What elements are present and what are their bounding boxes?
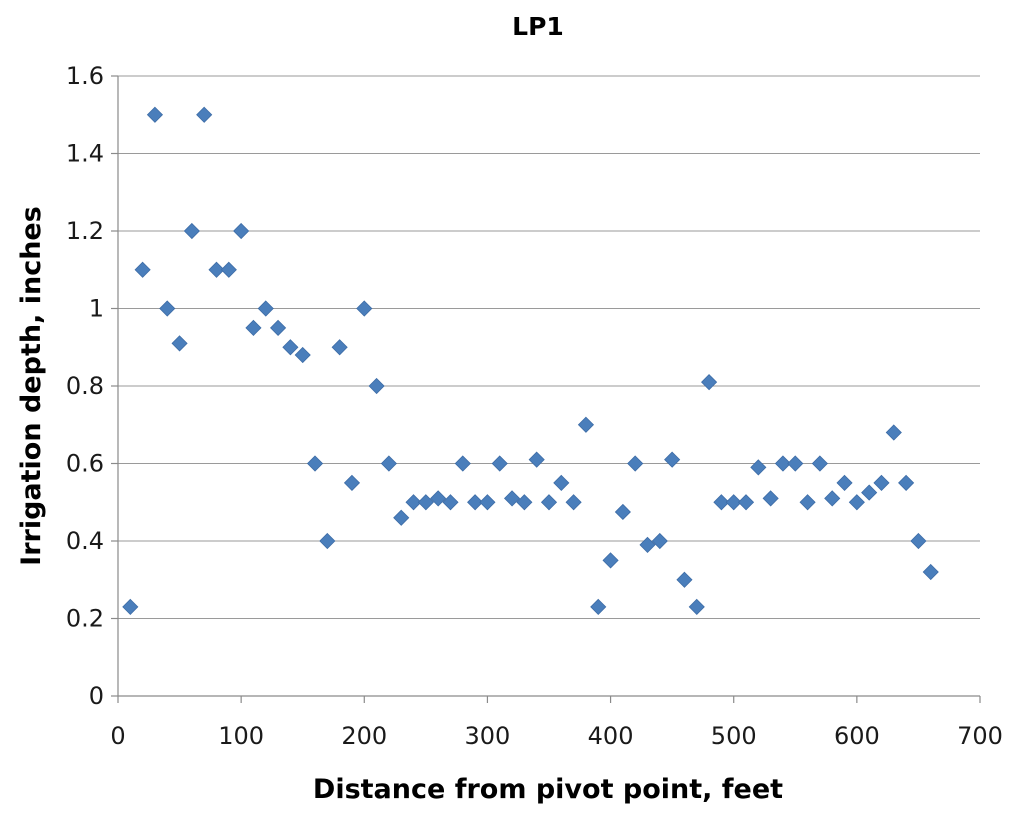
data-point bbox=[614, 503, 631, 521]
y-tick-label: 1.4 bbox=[66, 140, 104, 168]
x-axis-title: Distance from pivot point, feet bbox=[313, 774, 783, 805]
y-tick-label: 0.8 bbox=[66, 372, 104, 400]
data-point bbox=[380, 455, 397, 472]
data-point bbox=[676, 571, 693, 588]
y-tick-label: 0.6 bbox=[66, 450, 104, 478]
data-point bbox=[799, 494, 816, 511]
data-point bbox=[750, 459, 767, 476]
x-tick-label: 300 bbox=[465, 722, 511, 750]
data-point bbox=[922, 563, 939, 581]
y-axis-title: Irrigation depth, inches bbox=[16, 206, 47, 566]
y-tick-label: 0.4 bbox=[66, 527, 104, 555]
y-tick-label: 1 bbox=[89, 295, 104, 323]
data-points bbox=[122, 106, 939, 615]
y-tick-label: 0.2 bbox=[66, 605, 104, 633]
y-tick-label: 1.2 bbox=[66, 217, 104, 245]
data-point bbox=[294, 346, 311, 364]
data-point bbox=[503, 490, 521, 507]
data-point bbox=[208, 261, 225, 278]
data-point bbox=[516, 494, 533, 511]
data-point bbox=[319, 532, 336, 550]
data-point bbox=[282, 339, 299, 356]
axes bbox=[111, 75, 981, 703]
data-point bbox=[257, 300, 274, 317]
data-point bbox=[454, 455, 471, 472]
data-point bbox=[430, 490, 447, 507]
data-point bbox=[356, 300, 373, 317]
data-point bbox=[577, 416, 595, 433]
y-tick-label: 0 bbox=[89, 682, 104, 710]
data-point bbox=[590, 598, 607, 615]
data-point bbox=[688, 598, 705, 615]
data-point bbox=[134, 261, 151, 278]
x-tick-label: 100 bbox=[218, 722, 264, 750]
y-tick-labels: 0 0.2 0.4 0.6 0.8 1 1.2 1.4 1.6 bbox=[66, 62, 104, 710]
data-point bbox=[491, 455, 508, 472]
data-point bbox=[245, 319, 262, 336]
data-point bbox=[737, 494, 755, 511]
data-point bbox=[171, 335, 188, 352]
data-point bbox=[787, 455, 804, 472]
data-point bbox=[467, 494, 484, 511]
x-tick-label: 500 bbox=[711, 722, 757, 750]
x-tick-label: 700 bbox=[957, 722, 1003, 750]
data-point bbox=[885, 424, 902, 441]
x-tick-label: 0 bbox=[110, 722, 125, 750]
data-point bbox=[836, 474, 853, 491]
data-point bbox=[651, 532, 668, 550]
data-point bbox=[442, 494, 459, 511]
data-point bbox=[873, 474, 890, 491]
data-point bbox=[861, 484, 878, 501]
data-point bbox=[910, 532, 927, 550]
data-point bbox=[122, 598, 139, 615]
data-point bbox=[713, 494, 730, 511]
data-point bbox=[393, 509, 410, 526]
data-point bbox=[639, 536, 656, 553]
data-point bbox=[220, 261, 237, 278]
y-tick-label: 1.6 bbox=[66, 62, 104, 90]
data-point bbox=[159, 300, 176, 317]
data-point bbox=[405, 494, 422, 511]
data-point bbox=[774, 455, 792, 472]
data-point bbox=[343, 474, 361, 491]
data-point bbox=[233, 222, 250, 240]
data-point bbox=[146, 106, 164, 123]
data-point bbox=[196, 106, 213, 123]
data-point bbox=[565, 494, 582, 511]
data-point bbox=[725, 494, 742, 511]
data-point bbox=[824, 490, 841, 507]
x-tick-label: 200 bbox=[341, 722, 387, 750]
x-tick-label: 600 bbox=[834, 722, 880, 750]
data-point bbox=[306, 455, 324, 472]
data-point bbox=[270, 319, 287, 336]
chart-title: LP1 bbox=[512, 12, 564, 41]
data-point bbox=[368, 377, 385, 395]
data-point bbox=[664, 451, 681, 468]
data-point bbox=[898, 474, 915, 491]
data-point bbox=[762, 490, 779, 507]
data-point bbox=[183, 222, 200, 240]
data-point bbox=[701, 374, 718, 391]
data-point bbox=[331, 339, 348, 356]
data-point bbox=[848, 494, 865, 511]
data-point bbox=[540, 494, 558, 511]
data-point bbox=[417, 494, 434, 511]
data-point bbox=[479, 494, 496, 511]
x-tick-label: 400 bbox=[588, 722, 634, 750]
data-point bbox=[811, 455, 828, 472]
data-point bbox=[602, 552, 619, 569]
data-point bbox=[553, 474, 570, 491]
data-point bbox=[627, 455, 644, 472]
x-tick-labels: 0 100 200 300 400 500 600 700 bbox=[110, 722, 1003, 750]
gridlines bbox=[118, 75, 980, 619]
data-point bbox=[528, 451, 545, 468]
